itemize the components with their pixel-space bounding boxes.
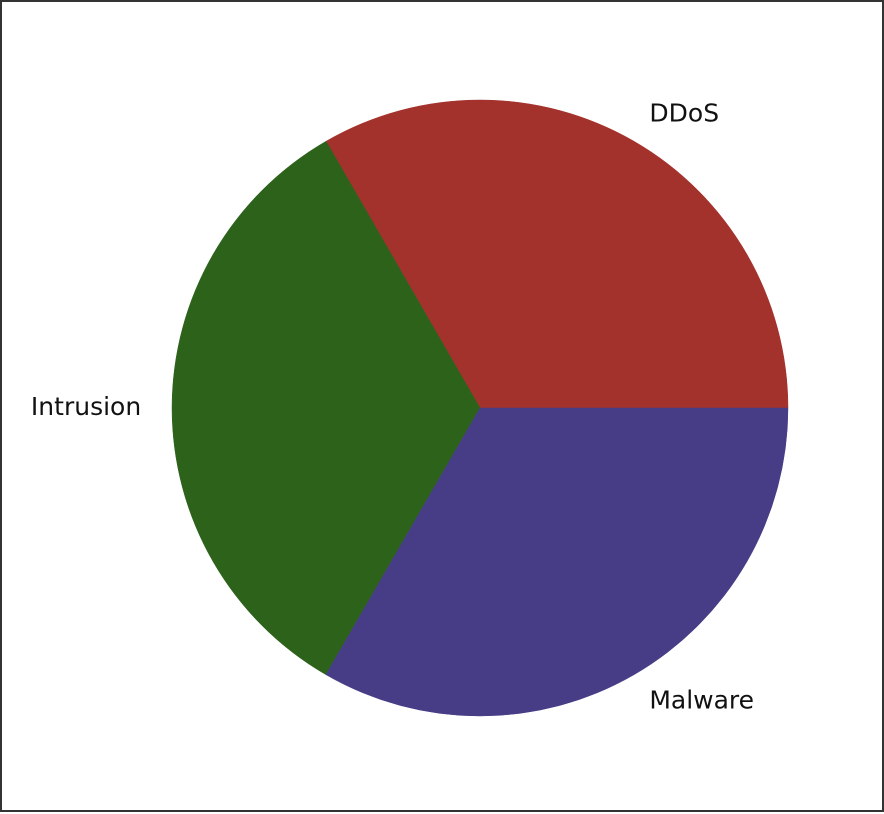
pie-slice-malware [325,407,789,717]
pie-label-malware: Malware [649,685,754,714]
pie-label-intrusion: Intrusion [31,392,141,421]
pie-slice-ddos [325,99,789,409]
pie-slice-intrusion [171,140,481,676]
pie-label-ddos: DDoS [649,99,719,128]
